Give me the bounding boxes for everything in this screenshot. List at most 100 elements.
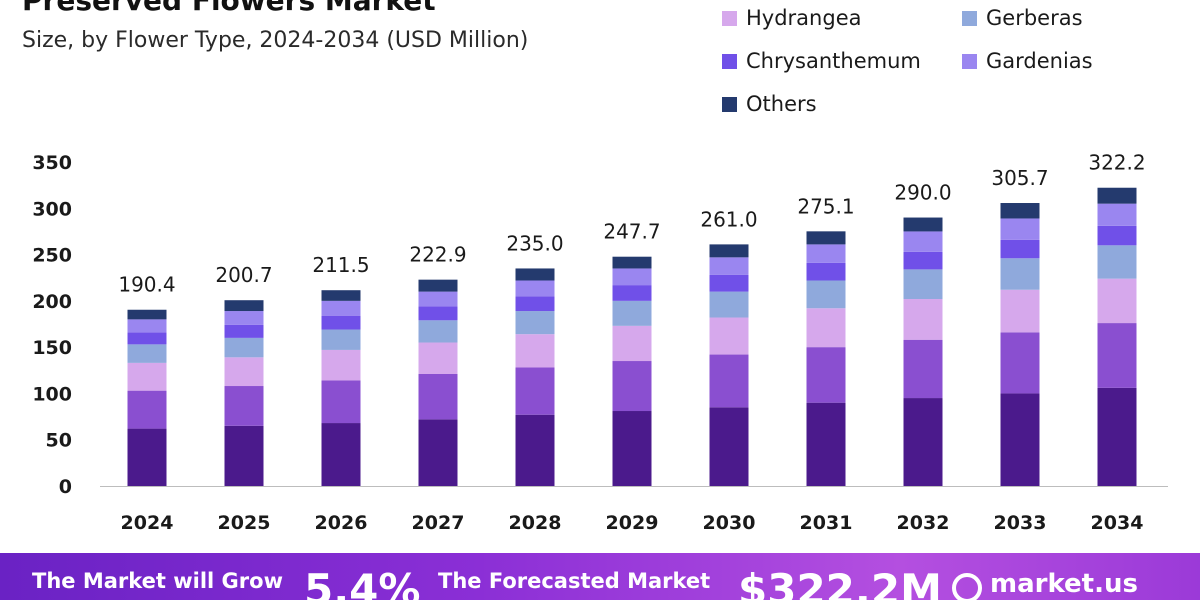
legend-item-gardenias: Gardenias <box>962 49 1093 73</box>
bar-segment-series-1 <box>903 339 943 399</box>
x-tick-label: 2034 <box>1091 512 1144 534</box>
y-tick-label: 100 <box>32 383 72 405</box>
bar-segment-series-0 <box>418 419 458 486</box>
bar-segment-hydrangea <box>321 349 361 381</box>
bar-segment-others <box>1000 203 1040 219</box>
bar-segment-gerberas <box>1097 245 1137 279</box>
bar-segment-gerberas <box>224 337 264 358</box>
bar-segment-series-1 <box>321 380 361 424</box>
market-us-logo-icon <box>952 573 982 600</box>
legend-swatch-others <box>722 96 737 112</box>
bar-segment-series-1 <box>612 361 652 412</box>
bar-segment-gardenias <box>224 311 264 325</box>
bar-segment-others <box>1097 187 1137 204</box>
bar-segment-gerberas <box>127 344 167 363</box>
bar-segment-gardenias <box>612 268 652 286</box>
banner-forecast-text: The Forecasted Market <box>438 569 711 593</box>
bar-segment-series-0 <box>806 402 846 486</box>
bar-segment-hydrangea <box>903 299 943 340</box>
bar-segment-gerberas <box>806 280 846 309</box>
bar-segment-series-0 <box>1097 387 1137 486</box>
banner-forecast-value: $322.2M <box>738 565 942 600</box>
bar-segment-gardenias <box>709 257 749 275</box>
banner-grow-text: The Market will Grow <box>32 569 283 593</box>
bar-segment-others <box>612 256 652 269</box>
bar-segment-gardenias <box>127 319 167 333</box>
legend-label-gerberas: Gerberas <box>986 6 1083 30</box>
bar-segment-series-1 <box>127 390 167 429</box>
bar-segment-gardenias <box>1000 218 1040 240</box>
bar-total-label: 247.7 <box>603 220 660 244</box>
y-tick-label: 200 <box>32 291 72 313</box>
y-tick-label: 150 <box>32 337 72 359</box>
x-tick-label: 2024 <box>121 512 174 534</box>
bar-segment-others <box>224 300 264 312</box>
x-tick-label: 2026 <box>315 512 368 534</box>
banner-brand: market.us <box>990 569 1138 599</box>
legend-swatch-chrysanthemum <box>722 53 737 69</box>
bar-segment-series-0 <box>321 423 361 486</box>
bar-total-label: 305.7 <box>991 166 1048 190</box>
bar-total-label: 235.0 <box>506 231 563 255</box>
bar-total-label: 290.0 <box>894 181 951 205</box>
bar-segment-series-0 <box>127 428 167 486</box>
x-tick-label: 2032 <box>897 512 950 534</box>
legend-swatch-gardenias <box>962 53 977 69</box>
bar-segment-chrysanthemum <box>224 324 264 338</box>
legend-item-others: Others <box>722 92 817 116</box>
chart-subtitle: Size, by Flower Type, 2024-2034 (USD Mil… <box>22 28 529 53</box>
legend-swatch-gerberas <box>962 10 977 26</box>
bar-segment-hydrangea <box>1000 289 1040 333</box>
bar-segment-others <box>806 231 846 245</box>
legend-item-gerberas: Gerberas <box>962 6 1083 30</box>
bar-segment-hydrangea <box>1097 278 1137 324</box>
bar-segment-gardenias <box>806 244 846 263</box>
bar-segment-chrysanthemum <box>515 296 555 312</box>
bar-segment-others <box>903 217 943 232</box>
bar-total-label: 222.9 <box>409 243 466 267</box>
bar-total-label: 190.4 <box>118 273 175 297</box>
bar-segment-gerberas <box>1000 258 1040 290</box>
bar-segment-series-0 <box>1000 393 1040 486</box>
bar-segment-chrysanthemum <box>321 315 361 330</box>
bar-segment-hydrangea <box>709 317 749 355</box>
bar-segment-gerberas <box>903 269 943 300</box>
legend-label-chrysanthemum: Chrysanthemum <box>746 49 921 73</box>
bar-segment-chrysanthemum <box>709 274 749 292</box>
legend-label-hydrangea: Hydrangea <box>746 6 862 30</box>
bar-segment-series-0 <box>224 425 264 486</box>
bar-segment-hydrangea <box>515 334 555 368</box>
footer-banner: The Market will Grow 5.4% The Forecasted… <box>0 553 1200 600</box>
x-tick-label: 2025 <box>218 512 271 534</box>
y-tick-label: 250 <box>32 245 72 267</box>
bar-segment-series-1 <box>224 386 264 426</box>
x-tick-label: 2031 <box>800 512 853 534</box>
bar-total-label: 275.1 <box>797 194 854 218</box>
bar-segment-hydrangea <box>224 357 264 387</box>
x-tick-label: 2029 <box>606 512 659 534</box>
bar-segment-gardenias <box>515 280 555 297</box>
bar-segment-series-1 <box>1097 323 1137 388</box>
bar-segment-gardenias <box>418 291 458 307</box>
bar-segment-series-1 <box>806 347 846 403</box>
bar-segment-series-1 <box>1000 332 1040 394</box>
bar-total-label: 200.7 <box>215 263 272 287</box>
bar-segment-gardenias <box>321 300 361 316</box>
bar-segment-hydrangea <box>612 325 652 362</box>
bar-total-label: 211.5 <box>312 253 369 277</box>
bar-segment-others <box>321 290 361 301</box>
bar-segment-chrysanthemum <box>903 251 943 270</box>
y-tick-label: 50 <box>46 430 72 452</box>
banner-cagr-value: 5.4% <box>304 565 421 600</box>
bar-total-label: 322.2 <box>1088 151 1145 175</box>
x-tick-label: 2028 <box>509 512 562 534</box>
bar-segment-hydrangea <box>418 342 458 374</box>
bar-segment-series-1 <box>418 373 458 420</box>
bar-segment-gerberas <box>612 300 652 326</box>
bar-segment-others <box>127 309 167 320</box>
bar-segment-chrysanthemum <box>612 285 652 301</box>
bar-segment-series-0 <box>903 398 943 486</box>
bar-segment-chrysanthemum <box>1000 239 1040 259</box>
bar-segment-gerberas <box>418 320 458 343</box>
chart-title: Preserved Flowers Market <box>22 0 436 17</box>
